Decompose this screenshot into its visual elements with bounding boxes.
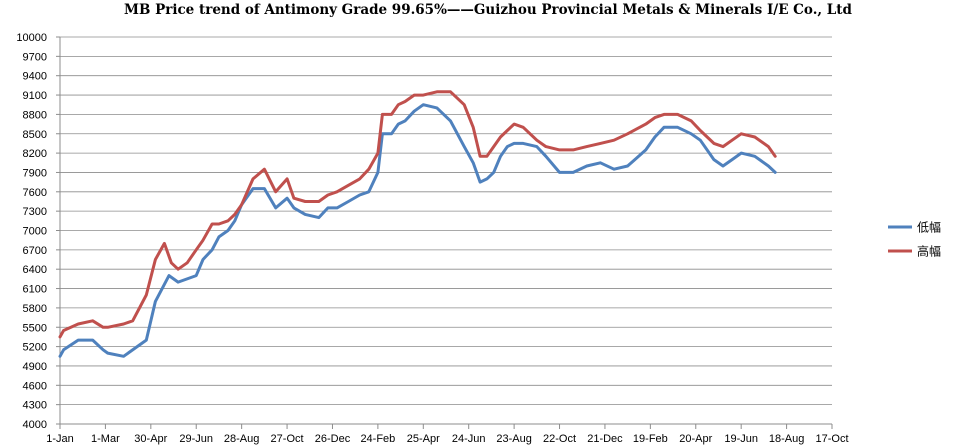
y-tick-label: 6400	[23, 264, 47, 276]
y-tick-label: 6700	[23, 245, 47, 257]
x-tick-label: 24-Feb	[360, 433, 395, 445]
y-tick-label: 8200	[23, 148, 47, 160]
x-tick-label: 28-Aug	[224, 433, 259, 445]
legend-label-0: 低幅	[917, 220, 941, 235]
chart-title: MB Price trend of Antimony Grade 99.65%—…	[124, 2, 853, 18]
x-tick-label: 19-Jun	[724, 433, 758, 445]
series-line-1	[58, 90, 777, 339]
x-tick-label: 21-Dec	[587, 433, 623, 445]
y-tick-label: 8800	[23, 109, 47, 121]
y-tick-label: 7000	[23, 226, 47, 238]
axes	[56, 36, 833, 429]
series-lines	[58, 90, 777, 358]
y-tick-label: 4600	[23, 380, 47, 392]
x-tick-label: 22-Oct	[543, 433, 576, 445]
y-tick-label: 7600	[23, 187, 47, 199]
y-tick-label: 7900	[23, 167, 47, 179]
gridlines	[60, 36, 832, 406]
y-tick-label: 5500	[23, 322, 47, 334]
legend-label-1: 高幅	[917, 244, 941, 259]
y-tick-label: 7300	[23, 206, 47, 218]
y-tick-label: 9700	[23, 51, 47, 63]
x-tick-label: 26-Dec	[315, 433, 351, 445]
x-tick-label: 17-Oct	[815, 433, 848, 445]
x-tick-label: 20-Apr	[679, 433, 712, 445]
x-tick-label: 18-Aug	[769, 433, 804, 445]
y-tick-label: 4300	[23, 400, 47, 412]
x-axis-tick-labels: 1-Jan 1-Mar 30-Apr 29-Jun 28-Aug 27-Oct 26-Dec…	[46, 433, 848, 445]
x-tick-label: 25-Apr	[407, 433, 440, 445]
series-line-0	[58, 103, 777, 358]
x-tick-label: 1-Mar	[91, 433, 120, 445]
x-tick-label: 19-Feb	[633, 433, 668, 445]
y-tick-label: 10000	[16, 32, 47, 44]
x-tick-label: 29-Jun	[179, 433, 213, 445]
y-tick-label: 4000	[23, 419, 47, 431]
y-tick-label: 4900	[23, 361, 47, 373]
y-tick-label: 5200	[23, 342, 47, 354]
x-tick-label: 23-Aug	[496, 433, 531, 445]
y-tick-label: 6100	[23, 284, 47, 296]
y-tick-label: 9400	[23, 71, 47, 83]
x-tick-label: 30-Apr	[134, 433, 167, 445]
x-tick-label: 1-Jan	[46, 433, 74, 445]
x-tick-label: 24-Jun	[452, 433, 486, 445]
x-tick-label: 27-Oct	[271, 433, 304, 445]
y-tick-label: 9100	[23, 90, 47, 102]
y-tick-label: 5800	[23, 303, 47, 315]
y-axis-tick-labels: 4000 4300 4600 4900 5200 5500 5800 6100 6400 6700…	[16, 32, 47, 431]
y-tick-label: 8500	[23, 129, 47, 141]
